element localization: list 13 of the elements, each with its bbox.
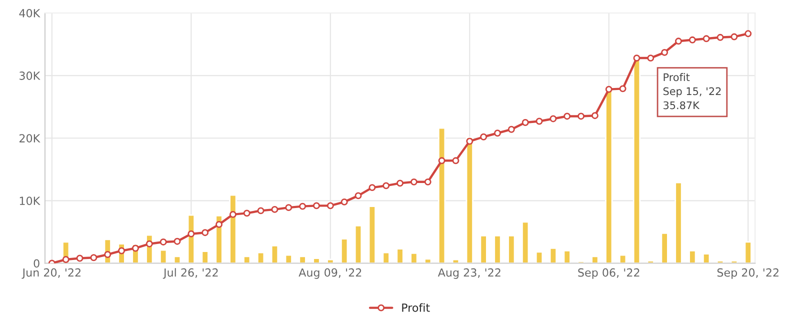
y-tick-label: 0 (34, 259, 40, 268)
y-tick-label: 20K (20, 134, 40, 143)
y-tick-label: 10K (20, 196, 40, 206)
x-tick-label: Aug 23, '22 (438, 268, 500, 279)
x-tick-label: Aug 09, '22 (298, 268, 362, 279)
x-tick-label: Sep 06, '22 (578, 268, 640, 279)
x-tick-label: Sep 20, '22 (717, 268, 778, 279)
x-tick-label: Jun 20, '22 (22, 268, 80, 279)
legend-label: Profit (402, 303, 430, 312)
annotation: Profit Sep 15, '22 35.87K (663, 73, 721, 110)
x-tick-label: Jul 26, '22 (162, 268, 218, 279)
y-tick-label: 30K (20, 72, 40, 80)
y-tick-label: 40K (19, 8, 40, 18)
